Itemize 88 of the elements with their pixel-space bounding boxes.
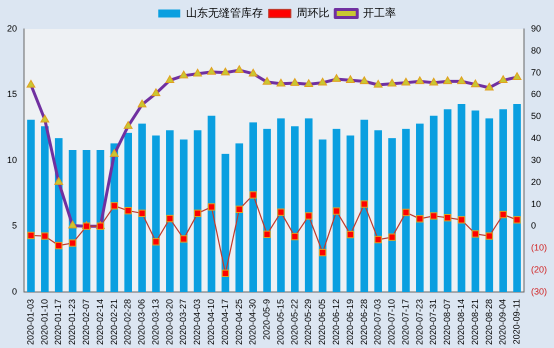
x-tick-label: 2020-03-06 bbox=[136, 298, 147, 346]
y2-tick-label: 60 bbox=[530, 89, 542, 100]
y2-tick-label: 70 bbox=[530, 67, 542, 78]
bar bbox=[485, 118, 494, 292]
x-tick-label: 2020-08-21 bbox=[470, 298, 480, 346]
x-tick-label: 2020-05-29 bbox=[303, 298, 314, 346]
bar bbox=[208, 116, 216, 292]
bar bbox=[138, 124, 146, 292]
x-tick-label: 2020-04-17 bbox=[220, 298, 230, 346]
x-tick-label: 2020-04-30 bbox=[248, 298, 258, 346]
bar bbox=[472, 110, 480, 292]
y-tick-label: 20 bbox=[6, 23, 18, 34]
x-tick-label: 2020-06-19 bbox=[344, 298, 355, 346]
bar bbox=[444, 109, 452, 292]
bar bbox=[430, 116, 438, 292]
y-tick-label: 0 bbox=[12, 286, 18, 296]
legend-label: 山东无缝管库存 bbox=[186, 6, 263, 20]
x-tick-label: 2020-07-10 bbox=[386, 298, 397, 346]
y2-tick-label: (30) bbox=[530, 286, 548, 296]
bar bbox=[416, 124, 424, 292]
bar bbox=[194, 130, 202, 292]
x-tick-label: 2020-03-27 bbox=[178, 298, 188, 346]
x-tick-label: 2020-06-12 bbox=[330, 298, 341, 346]
x-tick-label: 2020-07-23 bbox=[414, 298, 424, 346]
x-tick-label: 2020-03-20 bbox=[164, 298, 174, 346]
x-tick-label: 2020-05-9 bbox=[262, 298, 272, 340]
bar bbox=[235, 143, 244, 292]
y-tick-label: 5 bbox=[12, 220, 18, 231]
x-tick-label: 2020-08-14 bbox=[456, 298, 466, 346]
x-tick-label: 2020-08-07 bbox=[442, 298, 452, 346]
y2-tick-label: 0 bbox=[530, 220, 536, 231]
x-tick-label: 2020-02-07 bbox=[80, 298, 91, 346]
x-tick-label: 2020-04-03 bbox=[192, 298, 202, 346]
y2-tick-label: 10 bbox=[530, 198, 542, 209]
bar bbox=[360, 120, 368, 292]
y2-tick-label: 90 bbox=[530, 23, 542, 34]
x-tick-label: 2020-01-17 bbox=[53, 298, 64, 346]
x-tick-label: 2020-05-22 bbox=[289, 298, 300, 346]
y2-tick-label: (10) bbox=[530, 242, 548, 253]
y2-tick-label: 40 bbox=[530, 133, 542, 144]
bar bbox=[388, 138, 396, 292]
x-tick-label: 2020-07-03 bbox=[372, 298, 383, 346]
bar bbox=[152, 136, 160, 292]
y2-tick-label: (20) bbox=[530, 264, 548, 275]
x-tick-label: 2020-08-28 bbox=[484, 298, 494, 346]
x-tick-label: 2020-07-31 bbox=[428, 298, 438, 346]
bar bbox=[27, 120, 35, 292]
x-tick-label: 2020-03-13 bbox=[150, 298, 160, 346]
x-tick-label: 2020-04-10 bbox=[206, 298, 216, 346]
x-tick-label: 2020-05-15 bbox=[275, 298, 286, 346]
bar bbox=[82, 150, 90, 292]
bar bbox=[402, 128, 410, 292]
bar bbox=[291, 126, 299, 292]
y-tick-label: 10 bbox=[6, 154, 18, 165]
bar bbox=[499, 109, 507, 292]
bar bbox=[166, 130, 174, 292]
bar bbox=[346, 136, 354, 292]
bar bbox=[180, 139, 188, 292]
y2-tick-label: 20 bbox=[530, 176, 542, 187]
x-tick-label: 2020-04-25 bbox=[234, 298, 244, 346]
bar bbox=[304, 118, 313, 292]
bar bbox=[41, 126, 49, 292]
legend-label: 周环比 bbox=[296, 6, 330, 20]
y2-tick-label: 30 bbox=[530, 154, 542, 165]
bar bbox=[318, 139, 326, 292]
x-tick-label: 2020-06-05 bbox=[317, 298, 328, 346]
x-tick-label: 2020-02-28 bbox=[122, 298, 133, 346]
bar bbox=[513, 104, 521, 292]
bar bbox=[332, 128, 340, 292]
bar bbox=[124, 132, 132, 292]
x-tick-label: 2020-09-11 bbox=[512, 298, 522, 344]
bar bbox=[458, 104, 466, 292]
x-tick-label: 2020-07-17 bbox=[400, 298, 410, 346]
bar bbox=[263, 128, 271, 292]
x-tick-label: 2020-09-04 bbox=[498, 298, 508, 346]
legend-label: 开工率 bbox=[362, 6, 396, 20]
y2-tick-label: 80 bbox=[530, 45, 542, 56]
bar bbox=[374, 130, 382, 292]
bar bbox=[277, 118, 285, 292]
bar bbox=[249, 122, 257, 292]
y2-tick-label: 50 bbox=[530, 111, 542, 122]
x-tick-label: 2020-02-14 bbox=[94, 298, 105, 346]
x-tick-label: 2020-01-10 bbox=[39, 298, 50, 346]
x-tick-label: 2020-01-23 bbox=[67, 298, 78, 346]
x-tick-label: 2020-06-28 bbox=[358, 298, 369, 346]
x-tick-label: 2020-01-03 bbox=[25, 298, 36, 346]
y-tick-label: 15 bbox=[6, 89, 18, 100]
x-tick-label: 2020-02-21 bbox=[108, 298, 119, 346]
